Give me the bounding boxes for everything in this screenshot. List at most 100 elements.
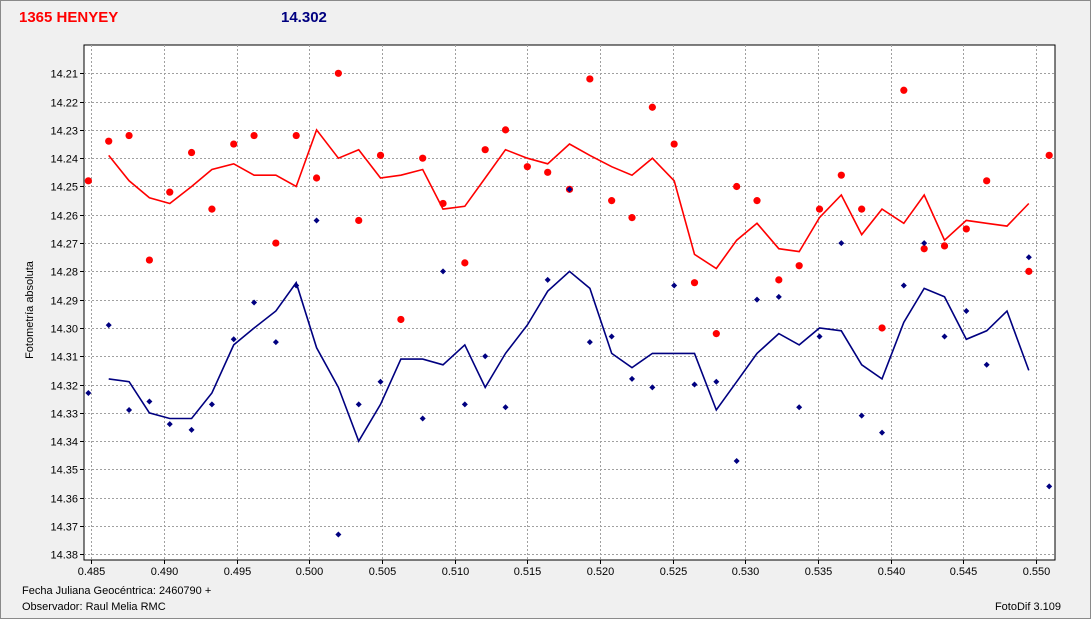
data-point — [713, 378, 720, 385]
data-point — [962, 225, 970, 233]
data-point — [838, 240, 845, 247]
data-point — [397, 315, 405, 324]
data-point — [208, 401, 215, 408]
data-point — [691, 381, 698, 388]
data-point — [85, 390, 92, 397]
data-point — [963, 307, 970, 314]
x-tick-label: 0.525 — [660, 566, 688, 578]
data-point — [419, 415, 426, 422]
x-tick-label: 0.510 — [442, 566, 470, 578]
y-tick-label: 14.28 — [50, 267, 78, 279]
data-point — [482, 353, 489, 360]
software-version-label: FotoDif 3.109 — [994, 601, 1061, 613]
y-tick-label: 14.35 — [50, 465, 78, 477]
data-point — [293, 282, 300, 289]
data-point — [1025, 267, 1033, 275]
y-tick-label: 14.26 — [50, 211, 78, 223]
data-point — [879, 429, 886, 436]
data-point — [335, 531, 342, 538]
y-tick-label: 14.33 — [50, 409, 78, 421]
x-tick-label: 0.530 — [732, 566, 760, 578]
data-point — [1045, 151, 1053, 159]
observer-label: Observador: Raul Melia RMC — [22, 601, 166, 613]
y-tick-label: 14.21 — [50, 69, 78, 81]
data-point — [816, 333, 823, 340]
data-point — [126, 407, 133, 414]
series-blue — [85, 186, 1053, 538]
data-point — [355, 216, 363, 225]
data-point — [775, 276, 783, 284]
data-point — [648, 103, 656, 111]
data-point — [795, 262, 803, 270]
data-point — [419, 154, 427, 162]
data-point — [544, 168, 552, 176]
data-point — [84, 177, 92, 185]
data-point — [608, 333, 615, 340]
data-point — [754, 296, 761, 303]
reference-magnitude: 14.302 — [281, 9, 327, 26]
data-point — [251, 299, 258, 306]
data-point — [900, 282, 907, 289]
data-point — [272, 339, 279, 346]
data-point — [796, 404, 803, 411]
x-tick-label: 0.540 — [878, 566, 906, 578]
data-point — [544, 276, 551, 283]
data-point — [376, 151, 385, 159]
data-point — [334, 69, 342, 77]
data-point — [941, 333, 948, 340]
data-point — [670, 140, 678, 148]
data-point — [440, 268, 447, 275]
data-point — [858, 205, 866, 213]
data-point — [753, 197, 761, 205]
data-point — [1046, 483, 1053, 490]
data-point — [187, 148, 196, 157]
x-tick-label: 0.490 — [151, 566, 179, 578]
y-tick-label: 14.34 — [50, 437, 78, 449]
trend-line — [108, 128, 1030, 270]
data-point — [608, 197, 616, 205]
x-tick-label: 0.495 — [224, 566, 252, 578]
data-point — [461, 401, 468, 408]
data-point — [523, 163, 531, 171]
data-point — [628, 214, 636, 222]
y-tick-label: 14.30 — [50, 324, 78, 336]
data-point — [501, 126, 510, 134]
y-tick-label: 14.36 — [50, 494, 78, 506]
data-point — [502, 404, 509, 411]
data-point — [461, 259, 469, 267]
data-point — [292, 131, 300, 140]
x-tick-label: 0.515 — [514, 566, 542, 578]
y-tick-label: 14.37 — [50, 522, 78, 534]
x-tick-label: 0.520 — [587, 566, 615, 578]
x-tick-label: 0.500 — [296, 566, 324, 578]
y-tick-label: 14.38 — [50, 550, 78, 562]
data-point — [146, 398, 153, 405]
data-point — [166, 188, 174, 196]
data-point — [313, 217, 320, 224]
data-point — [671, 282, 678, 289]
data-point — [481, 146, 489, 154]
trend-line — [108, 270, 1030, 444]
data-point — [125, 131, 133, 140]
series-red — [84, 69, 1053, 338]
x-tick-label: 0.485 — [78, 566, 106, 578]
data-point — [775, 293, 782, 300]
data-point — [920, 245, 928, 253]
data-point — [272, 239, 280, 247]
y-tick-label: 14.23 — [50, 126, 78, 138]
data-point — [586, 339, 593, 346]
data-point — [1025, 254, 1032, 261]
data-point — [733, 457, 740, 464]
data-point — [629, 375, 636, 382]
plot-background — [83, 44, 1056, 561]
data-point — [815, 205, 824, 213]
julian-date-label: Fecha Juliana Geocéntrica: 2460790 + — [22, 585, 212, 597]
data-point — [566, 186, 573, 193]
data-point — [878, 324, 886, 332]
x-tick-label: 0.535 — [805, 566, 833, 578]
y-tick-label: 14.29 — [50, 296, 78, 308]
data-point — [250, 131, 258, 140]
data-point — [690, 279, 699, 287]
y-tick-label: 14.22 — [50, 98, 78, 110]
x-tick-label: 0.545 — [950, 566, 978, 578]
